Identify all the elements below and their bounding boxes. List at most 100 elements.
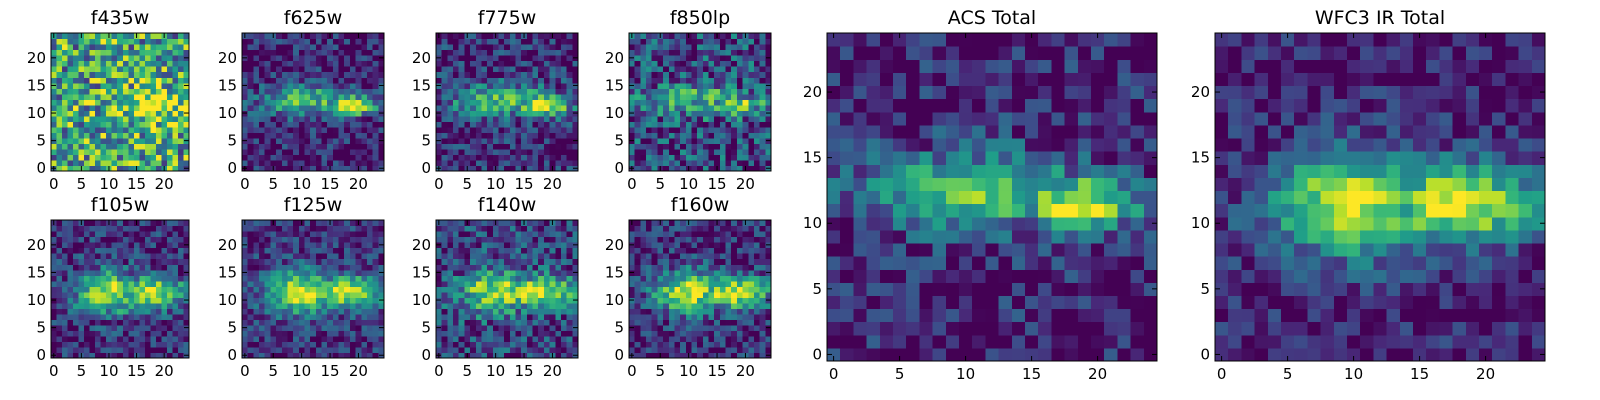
cell xyxy=(338,44,345,51)
cell xyxy=(504,291,511,298)
cell xyxy=(172,313,179,320)
cell xyxy=(183,231,190,238)
cell xyxy=(657,148,664,156)
cell xyxy=(714,302,721,309)
cell xyxy=(270,88,277,95)
cell xyxy=(242,88,249,95)
cell xyxy=(532,44,539,51)
cell xyxy=(338,132,345,139)
cell xyxy=(702,66,710,73)
cell xyxy=(526,44,534,51)
cell xyxy=(78,258,85,265)
cell xyxy=(321,297,328,304)
cell xyxy=(566,291,573,298)
cell xyxy=(111,77,118,84)
cell xyxy=(155,242,162,249)
cell xyxy=(515,115,522,122)
cell xyxy=(509,44,517,51)
cell xyxy=(106,286,113,293)
cell xyxy=(515,330,522,337)
cell xyxy=(133,77,140,84)
cell xyxy=(453,286,460,293)
cell xyxy=(470,148,477,156)
cell xyxy=(139,297,146,304)
cell xyxy=(315,82,323,89)
cell xyxy=(742,126,749,133)
cell xyxy=(51,335,58,343)
cell xyxy=(155,275,162,282)
cell xyxy=(327,264,334,271)
cell xyxy=(555,44,562,51)
cell xyxy=(481,88,488,95)
cell xyxy=(509,154,517,161)
cell xyxy=(702,308,710,315)
cell xyxy=(566,225,573,232)
cell xyxy=(122,231,129,238)
y-tick-label: 0 xyxy=(421,346,431,364)
cell xyxy=(560,154,568,161)
cell xyxy=(487,220,494,227)
cell xyxy=(310,143,317,150)
cell xyxy=(702,165,710,172)
cell xyxy=(436,77,443,84)
cell xyxy=(259,60,266,67)
cell xyxy=(139,66,146,73)
cell xyxy=(538,253,545,260)
cell xyxy=(133,236,140,243)
cell xyxy=(634,313,641,320)
cell xyxy=(543,44,551,51)
cell xyxy=(663,324,670,331)
cell xyxy=(555,88,562,95)
cell xyxy=(560,121,568,128)
cell xyxy=(270,110,277,117)
cell xyxy=(78,236,85,243)
cell xyxy=(521,258,528,265)
cell xyxy=(742,159,749,167)
cell xyxy=(470,297,477,304)
cell xyxy=(629,330,636,337)
cell xyxy=(453,165,460,172)
cell xyxy=(538,44,545,51)
cell xyxy=(458,269,465,276)
cell xyxy=(253,99,260,106)
cell xyxy=(691,330,698,337)
cell xyxy=(310,341,317,348)
cell xyxy=(736,335,744,343)
cell xyxy=(708,341,715,348)
cell xyxy=(759,115,766,122)
cell xyxy=(464,231,471,238)
cell xyxy=(298,313,306,320)
cell xyxy=(674,143,681,150)
cell xyxy=(177,126,185,133)
cell xyxy=(293,49,300,56)
cell xyxy=(84,137,91,144)
cell xyxy=(487,110,494,117)
heatmap-cells xyxy=(436,33,579,172)
cell xyxy=(310,313,317,320)
cell xyxy=(304,247,311,254)
cell xyxy=(150,148,157,156)
cell xyxy=(714,99,721,106)
cell xyxy=(526,236,534,243)
cell xyxy=(742,38,749,45)
cell xyxy=(532,258,539,265)
cell xyxy=(166,33,174,40)
cell xyxy=(748,121,755,128)
cell xyxy=(166,302,174,309)
cell xyxy=(264,291,271,298)
cell xyxy=(327,280,334,287)
cell xyxy=(748,82,755,89)
cell xyxy=(708,88,715,95)
cell xyxy=(458,49,465,56)
cell xyxy=(475,302,483,309)
cell xyxy=(447,286,454,293)
cell xyxy=(725,341,732,348)
cell xyxy=(521,308,528,315)
cell xyxy=(464,154,471,161)
cell xyxy=(702,99,710,106)
cell xyxy=(321,242,328,249)
cell xyxy=(538,115,545,122)
cell xyxy=(748,159,755,167)
cell xyxy=(304,148,311,156)
cell xyxy=(259,126,266,133)
